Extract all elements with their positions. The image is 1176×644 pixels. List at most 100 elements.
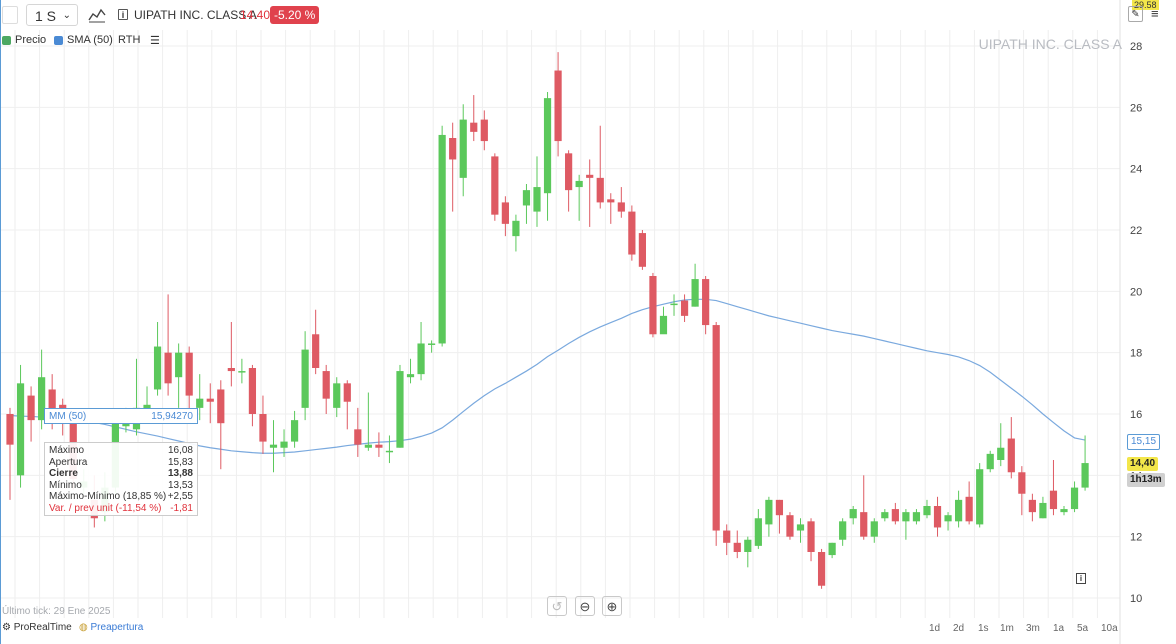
candle (744, 536, 752, 568)
candle-body (691, 279, 699, 307)
candle (501, 196, 509, 237)
candle-body (153, 346, 162, 390)
candle (691, 263, 699, 307)
candle (638, 230, 646, 270)
list-icon[interactable]: ☰ (150, 35, 160, 47)
candle (290, 410, 299, 448)
candle-body (944, 515, 952, 522)
candle-body (301, 349, 309, 408)
candle-body (586, 174, 594, 178)
candle-body (965, 496, 973, 522)
instrument-info-icon[interactable]: i (118, 9, 128, 20)
candle (596, 125, 604, 209)
candle (491, 153, 499, 221)
timeframe-1m[interactable]: 1m (1000, 623, 1014, 634)
zoom-out-icon[interactable]: ⊖ (575, 596, 595, 616)
candle-body (554, 70, 562, 142)
candle-body (1039, 502, 1047, 519)
candle-body (702, 279, 710, 326)
candle (512, 214, 520, 252)
candle (1007, 417, 1015, 479)
candle-body (912, 512, 921, 522)
candle-body (459, 119, 467, 178)
candle (796, 518, 805, 543)
candle (459, 104, 467, 197)
zoom-in-icon[interactable]: ⊕ (602, 596, 622, 616)
tooltip-value: 16,08 (167, 445, 193, 456)
candle (860, 475, 868, 540)
candle-body (406, 374, 415, 378)
brand-name: ProRealTime (13, 622, 72, 633)
candle-body (196, 398, 204, 408)
candle-body (364, 444, 372, 448)
candle-body (1018, 472, 1026, 494)
candle (354, 407, 362, 457)
candle-body (828, 542, 836, 556)
candle-body (354, 429, 362, 445)
candle-body (175, 352, 183, 378)
candle-body (512, 220, 520, 237)
candle-body (1007, 438, 1015, 473)
sidebar-toggle-button[interactable] (2, 6, 18, 24)
candle (1081, 435, 1089, 491)
tooltip-value: 13,53 (167, 479, 193, 491)
candle-body (902, 512, 910, 522)
timeframe-2d[interactable]: 2d (953, 623, 965, 634)
candle (1039, 496, 1047, 519)
candle (27, 386, 35, 442)
info-icon[interactable]: i (1076, 573, 1086, 584)
candle (712, 322, 720, 546)
candle-body (1049, 490, 1058, 510)
candle (428, 340, 436, 353)
candle-body (385, 450, 394, 453)
menu-icon[interactable]: ≡ (1151, 6, 1159, 21)
timeframe-1d[interactable]: 1d (929, 623, 941, 634)
timeframe-5a[interactable]: 5a (1077, 623, 1089, 634)
interval-selector[interactable]: 1 S ⌄ (26, 4, 78, 26)
candle-body (16, 383, 25, 476)
candle-body (607, 199, 615, 203)
candle-body (997, 447, 1005, 460)
rth-label[interactable]: RTH (118, 34, 141, 46)
session-status: ◍ Preapertura (79, 622, 143, 633)
candle (702, 276, 710, 335)
candle-body (248, 368, 257, 414)
candle (923, 499, 931, 519)
candle (902, 509, 910, 540)
price-legend-label[interactable]: Precio (15, 34, 47, 46)
countdown-tag: 1h13m (1127, 473, 1165, 487)
candle (153, 322, 162, 396)
timeframe-3m[interactable]: 3m (1026, 623, 1040, 634)
sma-value: 15,94270 (151, 411, 193, 422)
candle-body (659, 315, 668, 335)
wrench-icon[interactable]: ✎ (1128, 6, 1143, 22)
candle (449, 122, 457, 212)
reset-zoom-icon[interactable]: ↺ (547, 596, 567, 616)
candle (196, 374, 204, 421)
candle (586, 159, 594, 227)
interval-label: 1 S (35, 8, 57, 24)
candle-body (775, 499, 784, 516)
candle (312, 309, 320, 375)
timeframe-1a[interactable]: 1a (1053, 623, 1065, 634)
sma-legend-swatch (54, 36, 63, 45)
timeframe-10a[interactable]: 10a (1101, 623, 1118, 634)
candle-body (501, 202, 509, 224)
indicators-icon[interactable] (87, 6, 107, 24)
timeframe-1s[interactable]: 1s (978, 623, 989, 634)
candle-body (976, 469, 984, 525)
candle (733, 530, 741, 559)
instrument-name[interactable]: UIPATH INC. CLASS A (134, 8, 257, 22)
candle (238, 358, 246, 384)
candle-body (238, 371, 246, 373)
candle-body (259, 414, 267, 442)
candle-body (185, 352, 193, 396)
candle (175, 343, 183, 408)
sma-legend-label[interactable]: SMA (50) (67, 34, 113, 46)
candle (248, 364, 257, 427)
candle (839, 518, 847, 546)
y-tick-label: 12 (1130, 532, 1142, 544)
candle (438, 125, 446, 347)
candle (754, 509, 762, 549)
